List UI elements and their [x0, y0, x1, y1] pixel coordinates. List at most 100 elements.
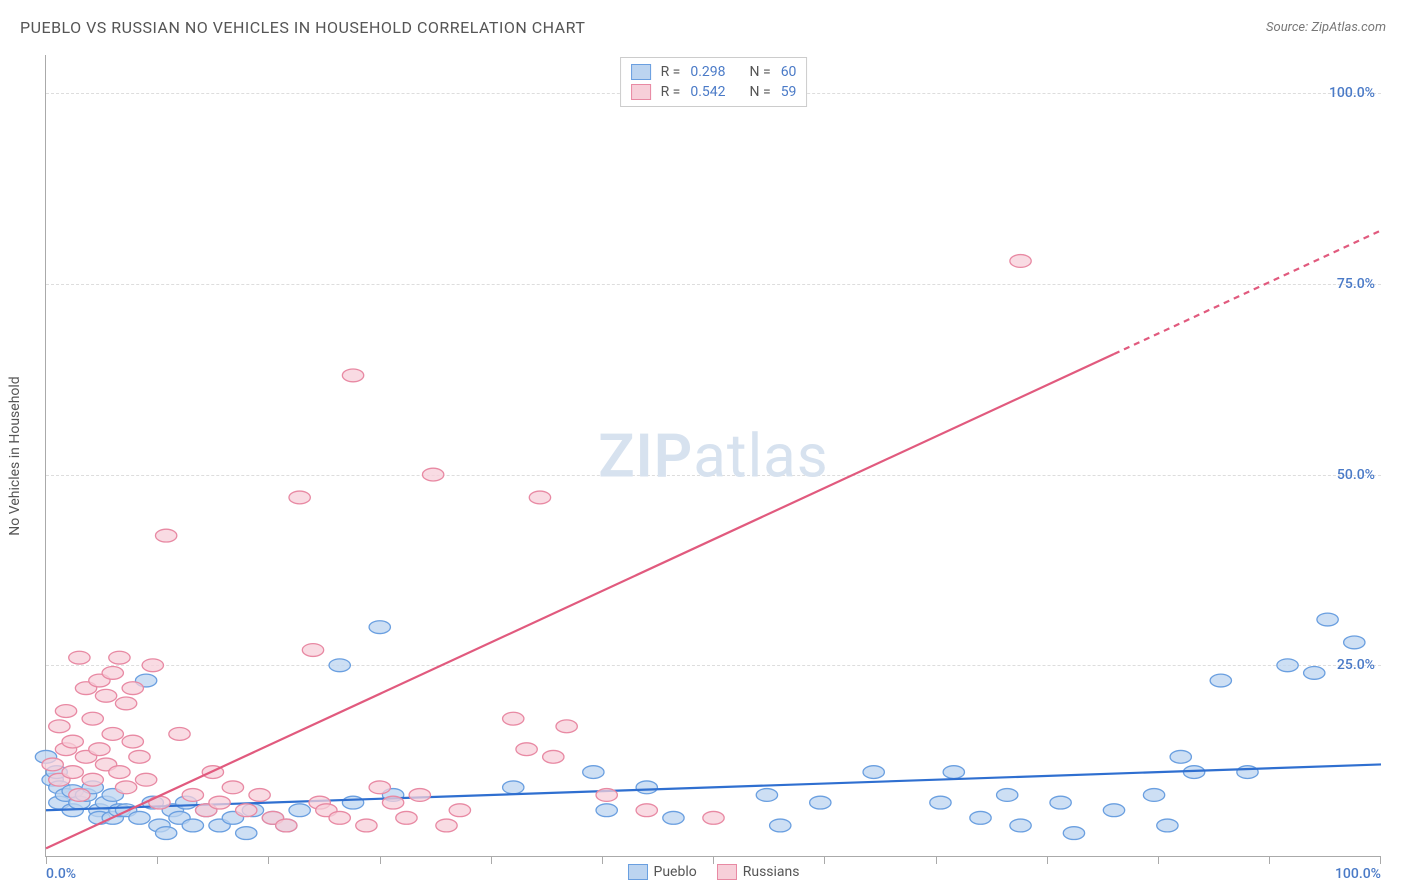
- scatter-point: [182, 819, 203, 832]
- scatter-point: [1010, 819, 1031, 832]
- scatter-point: [636, 804, 657, 817]
- scatter-point: [516, 743, 537, 756]
- x-tick: [1047, 856, 1048, 864]
- scatter-point: [169, 728, 190, 741]
- scatter-point: [529, 491, 550, 504]
- scatter-point: [636, 781, 657, 794]
- source-attribution: Source: ZipAtlas.com: [1266, 20, 1386, 35]
- x-tick: [380, 856, 381, 864]
- scatter-point: [1317, 613, 1338, 626]
- scatter-point: [129, 750, 150, 763]
- x-tick: [157, 856, 158, 864]
- legend-label: Russians: [743, 864, 800, 880]
- scatter-point: [276, 819, 297, 832]
- page-title: PUEBLO VS RUSSIAN NO VEHICLES IN HOUSEHO…: [20, 18, 585, 37]
- x-tick-label: 0.0%: [46, 866, 76, 882]
- scatter-point: [236, 827, 257, 840]
- scatter-point: [409, 789, 430, 802]
- x-tick: [268, 856, 269, 864]
- legend-swatch: [717, 864, 737, 880]
- r-value: 0.542: [690, 84, 725, 100]
- scatter-point: [329, 659, 350, 672]
- scatter-point: [810, 796, 831, 809]
- scatter-point: [449, 804, 470, 817]
- x-tick: [824, 856, 825, 864]
- scatter-point: [302, 644, 323, 657]
- legend-swatch: [631, 84, 651, 100]
- legend-swatch: [627, 864, 647, 880]
- scatter-point: [135, 773, 156, 786]
- scatter-point: [703, 811, 724, 824]
- n-label: N =: [750, 84, 771, 100]
- x-tick-label: 100.0%: [1335, 866, 1381, 882]
- scatter-point: [95, 689, 116, 702]
- r-value: 0.298: [690, 64, 725, 80]
- x-tick: [1380, 856, 1381, 864]
- scatter-point: [596, 789, 617, 802]
- scatter-point: [62, 766, 83, 779]
- x-tick: [46, 856, 47, 864]
- x-tick: [491, 856, 492, 864]
- x-tick: [713, 856, 714, 864]
- scatter-point: [342, 796, 363, 809]
- correlation-legend-row: R = 0.542 N = 59: [631, 82, 797, 102]
- scatter-point: [422, 468, 443, 481]
- scatter-point: [49, 720, 70, 733]
- scatter-point: [82, 773, 103, 786]
- scatter-point: [369, 621, 390, 634]
- scatter-point: [382, 796, 403, 809]
- trend-line-dashed: [1114, 230, 1381, 354]
- scatter-point: [756, 789, 777, 802]
- legend-item: Pueblo: [627, 864, 696, 880]
- scatter-plot: ZIPatlas R =0.298N =60R =0.542N =59 Pueb…: [45, 55, 1381, 857]
- scatter-point: [596, 804, 617, 817]
- x-tick: [1158, 856, 1159, 864]
- scatter-point: [930, 796, 951, 809]
- scatter-point: [1103, 804, 1124, 817]
- scatter-point: [1170, 750, 1191, 763]
- scatter-point: [109, 766, 130, 779]
- scatter-point: [543, 750, 564, 763]
- scatter-point: [142, 659, 163, 672]
- scatter-point: [1010, 255, 1031, 268]
- scatter-point: [943, 766, 964, 779]
- scatter-point: [122, 682, 143, 695]
- scatter-point: [1237, 766, 1258, 779]
- scatter-point: [342, 369, 363, 382]
- scatter-point: [863, 766, 884, 779]
- scatter-point: [155, 827, 176, 840]
- source-prefix: Source:: [1266, 20, 1311, 35]
- scatter-point: [102, 667, 123, 680]
- scatter-point: [1157, 819, 1178, 832]
- series-legend: Pueblo Russians: [627, 864, 799, 880]
- y-axis-label: No Vehicles in Household: [7, 376, 23, 535]
- scatter-point: [69, 789, 90, 802]
- scatter-point: [503, 712, 524, 725]
- scatter-point: [663, 811, 684, 824]
- scatter-point: [62, 735, 83, 748]
- scatter-point: [329, 811, 350, 824]
- scatter-point: [436, 819, 457, 832]
- scatter-point: [155, 529, 176, 542]
- scatter-point: [970, 811, 991, 824]
- legend-item: Russians: [717, 864, 800, 880]
- scatter-point: [583, 766, 604, 779]
- scatter-point: [1304, 667, 1325, 680]
- plot-canvas: [46, 55, 1381, 856]
- n-value: 59: [781, 84, 797, 100]
- scatter-point: [109, 651, 130, 664]
- r-label: R =: [661, 84, 681, 100]
- r-label: R =: [661, 64, 681, 80]
- scatter-point: [289, 804, 310, 817]
- scatter-point: [122, 735, 143, 748]
- scatter-point: [129, 811, 150, 824]
- scatter-point: [115, 781, 136, 794]
- scatter-point: [1050, 796, 1071, 809]
- scatter-point: [69, 651, 90, 664]
- n-label: N =: [750, 64, 771, 80]
- scatter-point: [289, 491, 310, 504]
- scatter-point: [182, 789, 203, 802]
- scatter-point: [1344, 636, 1365, 649]
- scatter-point: [89, 743, 110, 756]
- scatter-point: [1143, 789, 1164, 802]
